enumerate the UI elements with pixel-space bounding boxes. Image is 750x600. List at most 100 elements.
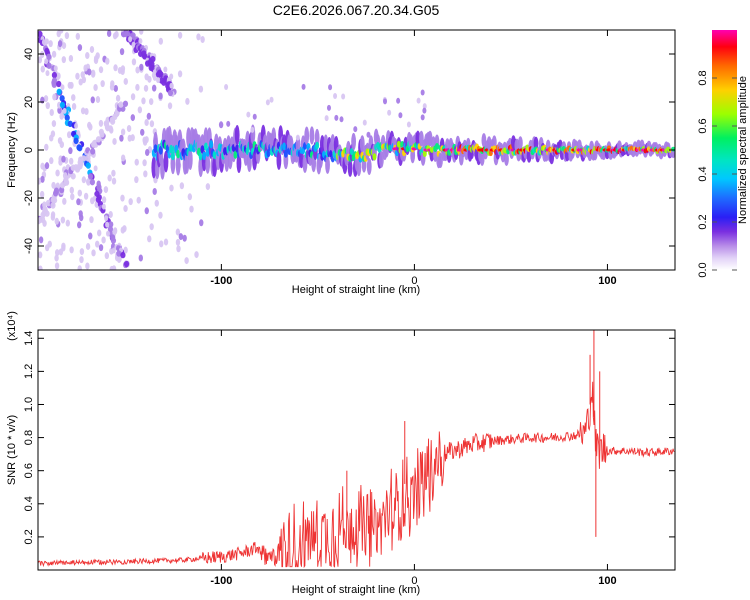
ridge-halo — [533, 136, 539, 150]
noise-blob — [134, 176, 139, 184]
sparse-blob — [252, 113, 257, 120]
diagonal-track-2-halo — [125, 22, 129, 28]
noise-blob — [119, 48, 125, 56]
noise-blob — [144, 119, 149, 127]
diagonal-track-1-halo — [93, 165, 98, 172]
noise-blob — [111, 265, 117, 270]
spectrogram-y-tick-label: -20 — [23, 190, 35, 206]
noise-blob — [131, 58, 137, 66]
noise-blob — [39, 51, 45, 59]
sparse-blob — [224, 83, 229, 90]
noise-blob — [88, 232, 93, 240]
sparse-blob — [383, 98, 388, 105]
sparse-blob — [246, 111, 251, 118]
ridge-halo — [415, 130, 421, 147]
diagonal-track-3-blob — [78, 160, 84, 167]
diagonal-track-2-halo — [151, 72, 156, 79]
diagonal-track-1-halo — [101, 203, 106, 210]
snr-x-tick-label: 0 — [411, 575, 417, 587]
ridge-halo — [276, 150, 282, 170]
noise-blob — [52, 93, 57, 101]
noise-blob — [200, 35, 205, 43]
spectrogram-y-label: Frequency (Hz) — [6, 112, 18, 188]
noise-blob — [71, 103, 77, 111]
diagonal-track-1-halo — [45, 70, 50, 77]
noise-blob — [57, 106, 62, 114]
snr-y-label: SNR (10 * v/v) — [6, 415, 18, 485]
snr-y-ticks: 0.2 0.4 0.6 0.8 1.0 1.2 1.4 — [23, 331, 675, 545]
spectrogram-y-ticks: -40 -20 0 20 40 — [23, 48, 675, 254]
noise-blob — [98, 119, 104, 127]
diagonal-track-3-blob — [59, 186, 65, 194]
snr-series-group — [38, 330, 675, 569]
diagonal-track-2-halo — [163, 66, 168, 73]
snr-y-tick-label: 0.2 — [23, 529, 35, 544]
noise-blob — [69, 81, 74, 89]
noise-blob — [142, 138, 148, 146]
noise-blob — [55, 249, 60, 257]
ridge-core — [315, 141, 320, 150]
noise-blob — [98, 244, 104, 252]
diagonal-track-1-halo — [104, 215, 109, 222]
noise-blob — [85, 52, 90, 60]
diagonal-track-3-blob — [118, 101, 124, 108]
ridge-core — [153, 144, 158, 154]
noise-blob — [218, 121, 224, 129]
noise-blob — [147, 235, 152, 243]
ridge-core — [209, 140, 214, 149]
noise-blob — [119, 134, 124, 142]
ridge-halo — [187, 148, 193, 170]
noise-blob — [123, 77, 128, 85]
diagonal-track-1-blob — [59, 101, 66, 109]
ridge-core — [283, 149, 288, 158]
noise-blob — [152, 188, 157, 196]
noise-blob — [154, 199, 159, 207]
diagonal-track-3-blob — [63, 178, 69, 186]
spectrogram-y-tick-label: -40 — [23, 238, 35, 254]
colorbar: 0.0 0.2 0.4 0.6 0.8 Normalized spectral ampl… — [697, 30, 749, 278]
noise-blob — [89, 45, 95, 53]
colorbar-tick-label: 0.8 — [697, 70, 709, 85]
ridge-halo — [163, 150, 169, 173]
diagonal-track-1-halo — [117, 257, 122, 264]
diagonal-track-1-blob — [56, 88, 62, 96]
diagonal-track-3-blob — [53, 187, 60, 194]
ridge-core — [170, 151, 175, 161]
noise-blob — [112, 137, 117, 145]
spectrogram-y-tick-label: 0 — [23, 147, 35, 153]
diagonal-track-3-blob — [70, 173, 76, 180]
noise-blob — [149, 223, 154, 231]
sparse-blob — [398, 112, 403, 119]
noise-blob — [107, 174, 112, 182]
noise-blob — [61, 155, 66, 163]
noise-blob — [89, 216, 94, 224]
noise-blob — [135, 83, 140, 91]
noise-blob — [187, 193, 193, 201]
ridge-core — [202, 151, 207, 161]
noise-blob — [182, 234, 187, 242]
noise-blob — [39, 190, 45, 198]
noise-blob — [120, 128, 126, 136]
noise-blob — [43, 95, 49, 103]
snr-x-ticks: -100 0 100 — [210, 330, 617, 587]
diagonal-track-3-blob — [59, 181, 66, 189]
noise-blob — [51, 181, 56, 189]
diagonal-track-1-blob — [51, 81, 57, 88]
noise-blob — [57, 40, 63, 48]
noise-blob — [80, 71, 85, 79]
noise-blob — [76, 198, 81, 206]
snr-y-tick-label: 1.4 — [23, 331, 35, 346]
noise-blob — [85, 242, 91, 250]
diagonal-track-1-blob — [59, 95, 65, 102]
noise-blob — [194, 251, 199, 259]
diagonal-track-1-halo — [53, 65, 58, 72]
diagonal-track-1-blob — [108, 221, 114, 228]
noise-blob — [123, 246, 128, 254]
noise-blob — [205, 183, 211, 191]
noise-blob — [95, 240, 100, 248]
noise-blob — [54, 217, 59, 225]
diagonal-track-1-halo — [44, 38, 49, 45]
noise-blob — [136, 196, 141, 204]
noise-blob — [111, 177, 117, 185]
